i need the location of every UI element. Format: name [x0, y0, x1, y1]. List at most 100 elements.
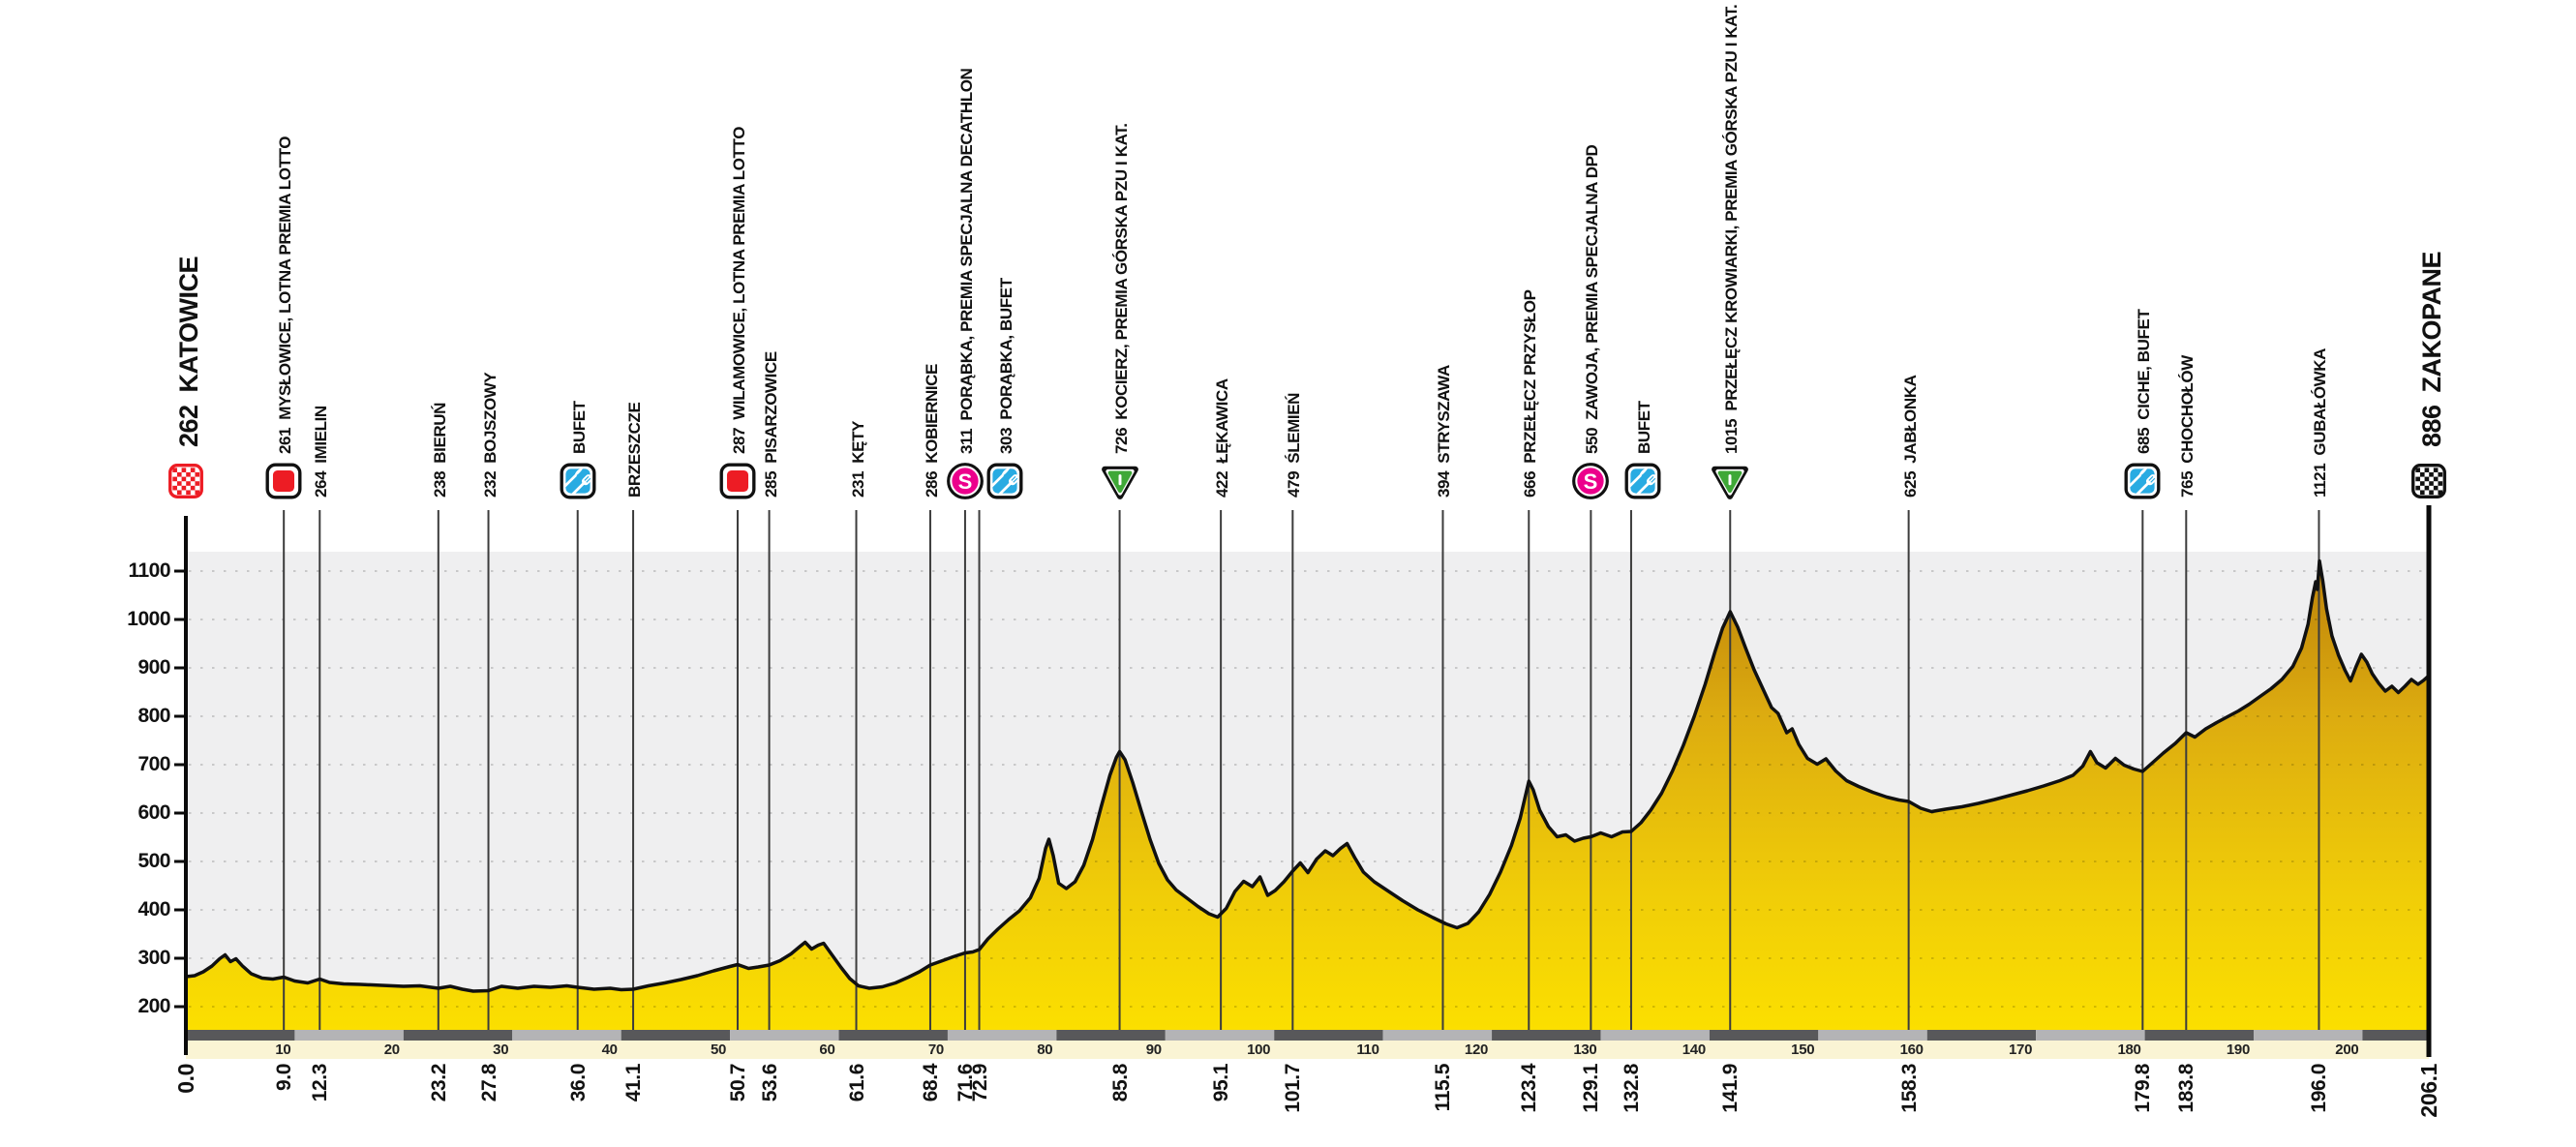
- km-scale-segment: [1818, 1030, 1927, 1041]
- marker-label-bufet: BUFET: [569, 401, 589, 454]
- marker-label-bojszowy: 232 BOJSZOWY: [480, 372, 500, 498]
- km-scale-segment: [730, 1030, 839, 1041]
- marker-label-prze-cz-krowiarki-premia-g-rska-pzu-i-kat-: 1015 PRZEŁĘCZ KROWIARKI, PREMIA GÓRSKA P…: [1722, 4, 1742, 454]
- km-distance-label-41.1: 41.1: [622, 1064, 646, 1102]
- bufet-icon: [1622, 461, 1663, 506]
- y-axis-label-1100: 1100: [128, 559, 170, 582]
- km-distance-label-61.6: 61.6: [845, 1064, 868, 1102]
- y-axis-label-300: 300: [137, 947, 170, 969]
- km-scale-segment: [621, 1030, 731, 1041]
- km-scale-segment: [186, 1030, 295, 1041]
- km-scale-segment: [2362, 1030, 2429, 1041]
- terrain-outline: [184, 558, 2431, 993]
- km-scale-number-20: 20: [383, 1041, 400, 1058]
- km-scale-number-180: 180: [2117, 1041, 2141, 1058]
- y-axis-label-500: 500: [137, 850, 170, 872]
- marker-label-bieru-: 238 BIERUŃ: [430, 402, 449, 498]
- km-distance-label-206.1: 206.1: [2416, 1064, 2441, 1118]
- km-scale-number-60: 60: [819, 1041, 835, 1058]
- km-distance-label-12.3: 12.3: [309, 1064, 332, 1102]
- km-scale-segment: [2144, 1030, 2255, 1041]
- km-distance-label-158.3: 158.3: [1897, 1064, 1921, 1113]
- y-axis-label-1000: 1000: [127, 608, 170, 630]
- km-distance-label-36: 36.0: [566, 1064, 590, 1102]
- marker-label-pisarzowice: 285 PISARZOWICE: [761, 351, 780, 498]
- y-axis-label-400: 400: [137, 898, 170, 921]
- km-scale-strip: [186, 1041, 2429, 1059]
- km-distance-label-129.1: 129.1: [1580, 1064, 1603, 1113]
- marker-label-chocho-w: 765 CHOCHOŁÓW: [2178, 355, 2197, 498]
- km-scale-number-190: 190: [2226, 1041, 2250, 1058]
- finish-icon: [2409, 461, 2449, 506]
- km-scale-number-40: 40: [601, 1041, 618, 1058]
- special-icon: S: [945, 461, 985, 506]
- y-axis-label-900: 900: [137, 656, 170, 679]
- marker-label-bufet: BUFET: [1634, 401, 1653, 454]
- marker-label-stryszawa: 394 STRYSZAWA: [1435, 365, 1454, 498]
- km-scale-segment: [512, 1030, 621, 1041]
- marker-label--lemie-: 479 ŚLEMIEŃ: [1285, 392, 1304, 498]
- km-distance-label-0: 0.0: [173, 1064, 198, 1094]
- marker-label-guba-wka: 1121 GUBAŁÓWKA: [2311, 347, 2330, 498]
- km-scale-number-110: 110: [1356, 1041, 1379, 1058]
- km-scale-number-30: 30: [493, 1041, 509, 1058]
- km-distance-label-72.9: 72.9: [968, 1064, 991, 1102]
- bufet-icon: [2122, 461, 2163, 506]
- km-scale-segment: [403, 1030, 513, 1041]
- km-distance-label-101.7: 101.7: [1282, 1064, 1305, 1113]
- km-scale-segment: [1382, 1030, 1493, 1041]
- km-scale-number-130: 130: [1573, 1041, 1597, 1058]
- terrain-fill: [186, 560, 2429, 1030]
- marker-label-zakopane: 886 ZAKOPANE: [2417, 251, 2446, 447]
- km-distance-label-123.4: 123.4: [1518, 1064, 1541, 1113]
- marker-label-mys-owice-lotna-premia-lotto: 261 MYSŁOWICE, LOTNA PREMIA LOTTO: [276, 136, 295, 454]
- km-scale-number-160: 160: [1899, 1041, 1924, 1058]
- marker-label-por-bka-bufet: 303 PORĄBKA, BUFET: [996, 278, 1015, 454]
- km-scale-segment: [2254, 1030, 2363, 1041]
- km-distance-label-23.2: 23.2: [427, 1064, 450, 1102]
- km-distance-label-95.1: 95.1: [1210, 1064, 1233, 1102]
- kom-icon: [1100, 461, 1140, 506]
- km-scale-segment: [1600, 1030, 1710, 1041]
- start-icon: [166, 461, 206, 506]
- marker-label-katowice: 262 KATOWICE: [174, 256, 203, 447]
- km-scale-number-10: 10: [275, 1041, 291, 1058]
- bufet-icon: [558, 461, 598, 506]
- marker-label-kocierz-premia-g-rska-pzu-i-kat-: 726 KOCIERZ, PREMIA GÓRSKA PZU I KAT.: [1111, 123, 1131, 454]
- y-axis-label-600: 600: [137, 801, 170, 824]
- bufet-icon: [985, 461, 1025, 506]
- svg-text:S: S: [958, 469, 973, 494]
- km-scale-segment: [1274, 1030, 1383, 1041]
- marker-label-ciche-bufet: 685 CICHE, BUFET: [2135, 309, 2154, 454]
- km-distance-label-196: 196.0: [2308, 1064, 2331, 1113]
- km-distance-label-85.8: 85.8: [1108, 1064, 1132, 1102]
- marker-label-zawoja-premia-specjalna-dpd: 550 ZAWOJA, PREMIA SPECJALNA DPD: [1583, 144, 1602, 454]
- marker-label-k-ty: 231 KĘTY: [848, 420, 867, 498]
- marker-label-jab-onka: 625 JABŁONKA: [1900, 375, 1920, 498]
- marker-label-kobiernice: 286 KOBIERNICE: [922, 364, 941, 498]
- km-scale-number-170: 170: [2009, 1041, 2033, 1058]
- special-icon: S: [1570, 461, 1611, 506]
- sprint-icon: [263, 461, 304, 506]
- marker-label--kawica: 422 ŁĘKAWICA: [1213, 378, 1232, 498]
- y-axis-label-200: 200: [137, 995, 170, 1017]
- km-scale-segment: [294, 1030, 404, 1041]
- y-axis-label-700: 700: [137, 753, 170, 775]
- marker-label-por-bka-premia-specjalna-decathlon: 311 PORĄBKA, PREMIA SPECJALNA DECATHLON: [956, 68, 976, 454]
- km-scale-segment: [1926, 1030, 2037, 1041]
- km-distance-label-141.9: 141.9: [1719, 1064, 1743, 1113]
- km-scale-number-70: 70: [927, 1041, 944, 1058]
- km-scale-number-50: 50: [711, 1041, 727, 1058]
- marker-label-prze-cz-przys-op: 666 PRZEŁĘCZ PRZYSŁOP: [1521, 289, 1540, 498]
- km-distance-label-27.8: 27.8: [477, 1064, 500, 1102]
- km-distance-label-53.6: 53.6: [758, 1064, 781, 1102]
- marker-label-brzeszcze: BRZESZCZE: [625, 402, 645, 498]
- km-scale-number-120: 120: [1464, 1041, 1489, 1058]
- km-distance-label-132.8: 132.8: [1620, 1064, 1643, 1113]
- y-axis-label-800: 800: [137, 705, 170, 727]
- km-distance-label-179.8: 179.8: [2132, 1064, 2155, 1113]
- km-scale-segment: [1056, 1030, 1166, 1041]
- marker-label-imielin: 264 IMIELIN: [312, 406, 331, 498]
